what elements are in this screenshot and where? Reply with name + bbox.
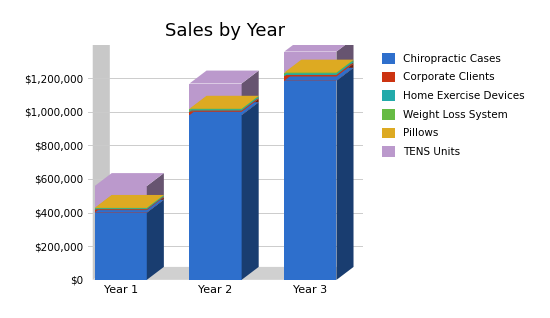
Polygon shape: [147, 197, 164, 213]
Polygon shape: [95, 196, 164, 208]
Polygon shape: [95, 197, 164, 210]
Polygon shape: [337, 60, 354, 75]
Polygon shape: [189, 115, 241, 280]
Polygon shape: [284, 64, 354, 76]
Polygon shape: [95, 195, 164, 208]
Polygon shape: [284, 38, 354, 52]
Polygon shape: [93, 31, 110, 280]
Polygon shape: [337, 60, 354, 73]
Polygon shape: [95, 196, 164, 209]
Polygon shape: [337, 64, 354, 81]
Polygon shape: [284, 68, 354, 81]
Polygon shape: [189, 96, 258, 109]
Polygon shape: [189, 84, 241, 109]
Polygon shape: [189, 112, 241, 115]
Polygon shape: [93, 267, 354, 280]
Polygon shape: [337, 62, 354, 76]
Polygon shape: [147, 195, 164, 208]
Polygon shape: [95, 210, 147, 213]
Polygon shape: [284, 73, 337, 75]
Polygon shape: [95, 186, 147, 208]
Polygon shape: [337, 38, 354, 73]
Polygon shape: [189, 109, 241, 111]
Title: Sales by Year: Sales by Year: [166, 22, 285, 40]
Polygon shape: [189, 111, 241, 112]
Polygon shape: [95, 213, 147, 280]
Polygon shape: [95, 173, 164, 186]
Polygon shape: [189, 71, 258, 84]
Polygon shape: [95, 209, 147, 210]
Polygon shape: [284, 76, 337, 81]
Polygon shape: [241, 71, 258, 109]
Polygon shape: [147, 196, 164, 209]
Polygon shape: [284, 75, 337, 76]
Polygon shape: [95, 208, 147, 209]
Polygon shape: [189, 99, 258, 112]
Polygon shape: [147, 173, 164, 208]
Polygon shape: [241, 99, 258, 115]
Polygon shape: [284, 81, 337, 280]
Polygon shape: [241, 102, 258, 280]
Polygon shape: [241, 96, 258, 111]
Polygon shape: [95, 200, 164, 213]
Legend: Chiropractic Cases, Corporate Clients, Home Exercise Devices, Weight Loss System: Chiropractic Cases, Corporate Clients, H…: [379, 50, 528, 160]
Polygon shape: [147, 200, 164, 280]
Polygon shape: [189, 96, 258, 109]
Polygon shape: [284, 52, 337, 73]
Polygon shape: [189, 98, 258, 111]
Polygon shape: [284, 62, 354, 75]
Polygon shape: [241, 98, 258, 112]
Polygon shape: [241, 96, 258, 109]
Polygon shape: [284, 60, 354, 73]
Polygon shape: [147, 196, 164, 210]
Polygon shape: [337, 68, 354, 280]
Polygon shape: [189, 102, 258, 115]
Polygon shape: [284, 60, 354, 73]
